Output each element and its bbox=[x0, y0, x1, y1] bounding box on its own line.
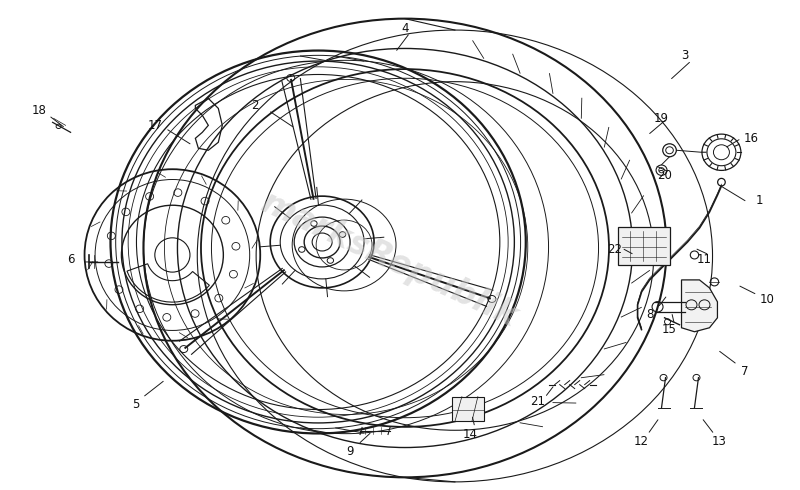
Text: 12: 12 bbox=[634, 435, 649, 448]
Text: 22: 22 bbox=[607, 244, 622, 256]
FancyBboxPatch shape bbox=[618, 227, 670, 265]
Text: 7: 7 bbox=[741, 365, 748, 378]
Text: 14: 14 bbox=[462, 428, 478, 441]
Polygon shape bbox=[682, 280, 718, 332]
Text: 8: 8 bbox=[646, 308, 654, 321]
FancyBboxPatch shape bbox=[452, 396, 484, 421]
Text: 5: 5 bbox=[132, 398, 139, 411]
Text: 16: 16 bbox=[744, 132, 759, 145]
Text: 9: 9 bbox=[346, 445, 354, 458]
Text: 20: 20 bbox=[657, 169, 672, 182]
Text: marksRepublik: marksRepublik bbox=[257, 186, 523, 334]
Text: 10: 10 bbox=[760, 294, 774, 306]
Ellipse shape bbox=[662, 144, 676, 157]
Text: 2: 2 bbox=[251, 99, 259, 112]
Text: 11: 11 bbox=[697, 253, 712, 267]
Ellipse shape bbox=[656, 165, 667, 175]
Text: 18: 18 bbox=[31, 104, 46, 117]
Text: 1: 1 bbox=[756, 194, 763, 207]
Text: 19: 19 bbox=[654, 112, 669, 125]
Text: 13: 13 bbox=[712, 435, 727, 448]
Text: 6: 6 bbox=[67, 253, 74, 267]
Text: 3: 3 bbox=[681, 49, 688, 62]
Text: 17: 17 bbox=[148, 119, 163, 132]
Text: 15: 15 bbox=[662, 323, 677, 336]
Text: 4: 4 bbox=[402, 22, 409, 35]
Text: 21: 21 bbox=[530, 395, 546, 408]
